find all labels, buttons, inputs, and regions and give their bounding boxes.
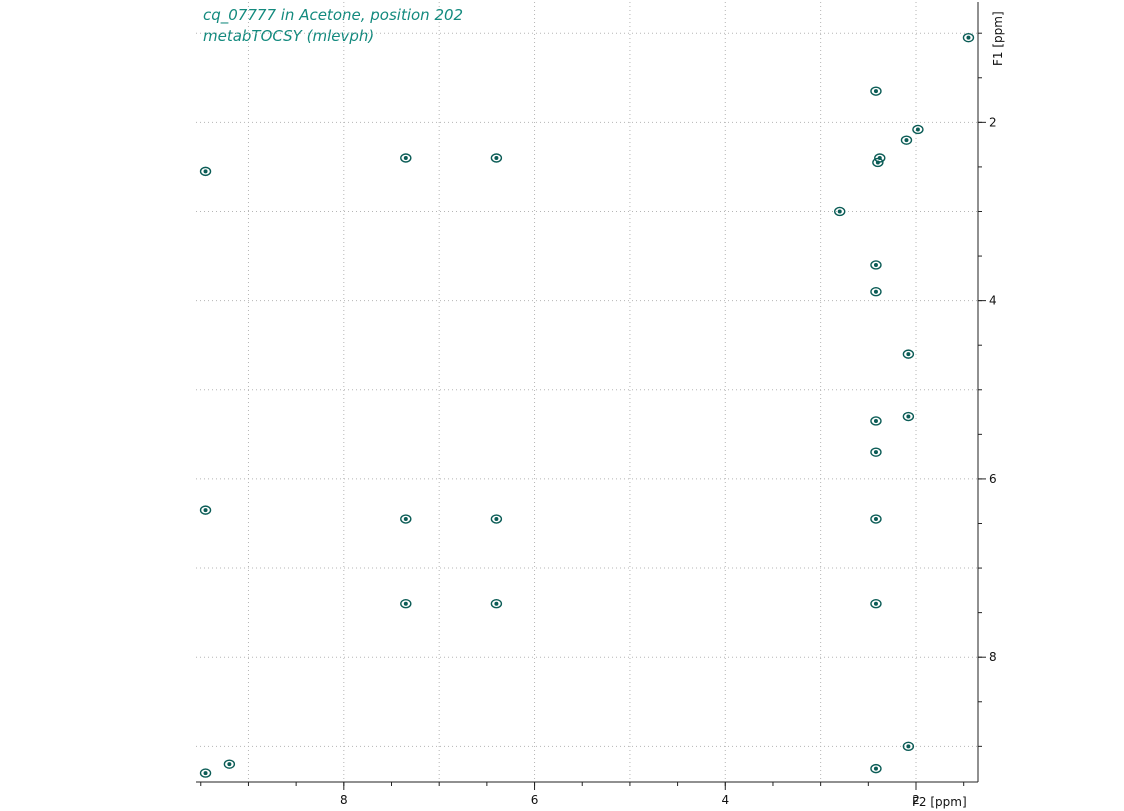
y-tick-label: 8 xyxy=(989,650,997,664)
peak-core xyxy=(915,127,920,132)
axes: 8 6 4 2 2 4 6 8 xyxy=(196,2,997,807)
peak-core xyxy=(203,169,208,174)
peak-core xyxy=(873,289,878,294)
peak-core xyxy=(403,156,408,160)
peak-contour xyxy=(490,599,503,609)
peak-core xyxy=(227,762,232,767)
peak-core xyxy=(494,517,499,522)
peak-core xyxy=(873,450,878,455)
peak-core xyxy=(873,262,878,267)
peak-core xyxy=(873,89,878,94)
x-tick-label: 6 xyxy=(531,793,539,807)
peak-core xyxy=(904,138,909,143)
peak-core xyxy=(403,517,408,522)
peak-core xyxy=(906,352,911,357)
chart-title-line-1: cq_07777 in Acetone, position 202 xyxy=(203,6,464,24)
x-tick-label: 2 xyxy=(912,793,920,807)
peak-core xyxy=(906,414,911,419)
peak-contour xyxy=(400,599,412,609)
peak-contour xyxy=(900,135,913,145)
peak-core xyxy=(494,601,499,606)
chart-title-line-2: metabTOCSY (mlevph) xyxy=(203,27,375,45)
peak-contour xyxy=(870,86,882,96)
peak-core xyxy=(873,601,878,606)
peak-contour xyxy=(199,166,212,177)
peak-contour xyxy=(902,349,915,359)
peak-contour xyxy=(400,514,412,524)
peak-core xyxy=(203,771,208,776)
grid-lines xyxy=(196,2,978,782)
peak-contour xyxy=(400,153,412,163)
peak-contour xyxy=(870,514,882,524)
peak-core xyxy=(875,160,880,165)
peak-contour xyxy=(912,124,924,135)
x-tick-label: 8 xyxy=(340,793,348,807)
peak-core xyxy=(494,156,499,160)
peak-contour xyxy=(962,32,975,43)
peak-contour xyxy=(870,599,882,609)
x-tick-label: 4 xyxy=(721,793,729,807)
peak-contour xyxy=(870,447,882,457)
peak-markers xyxy=(199,32,975,778)
y-tick-label: 6 xyxy=(989,472,997,486)
peak-contour xyxy=(490,514,503,524)
peak-contour xyxy=(223,759,236,769)
y-axis-label: F1 [ppm] xyxy=(991,11,1005,66)
y-tick-label: 4 xyxy=(989,294,997,308)
peak-contour xyxy=(870,287,882,297)
x-axis-label: F2 [ppm] xyxy=(912,795,967,809)
peak-contour xyxy=(870,416,882,426)
peak-contour xyxy=(902,741,915,752)
peak-core xyxy=(837,209,842,214)
peak-contour xyxy=(834,206,846,217)
peak-core xyxy=(873,418,878,423)
peak-contour xyxy=(870,260,882,270)
peak-core xyxy=(906,744,911,749)
peak-contour xyxy=(199,768,212,778)
y-tick-label: 2 xyxy=(989,115,997,129)
peak-contour xyxy=(870,763,882,774)
peak-core xyxy=(203,508,208,513)
peak-contour xyxy=(872,157,884,168)
peak-contour xyxy=(490,153,503,163)
peak-core xyxy=(966,35,971,40)
peak-contour xyxy=(902,411,915,422)
peak-core xyxy=(873,517,878,522)
peak-core xyxy=(403,601,408,606)
peak-core xyxy=(873,766,878,771)
peak-contour xyxy=(199,505,212,515)
